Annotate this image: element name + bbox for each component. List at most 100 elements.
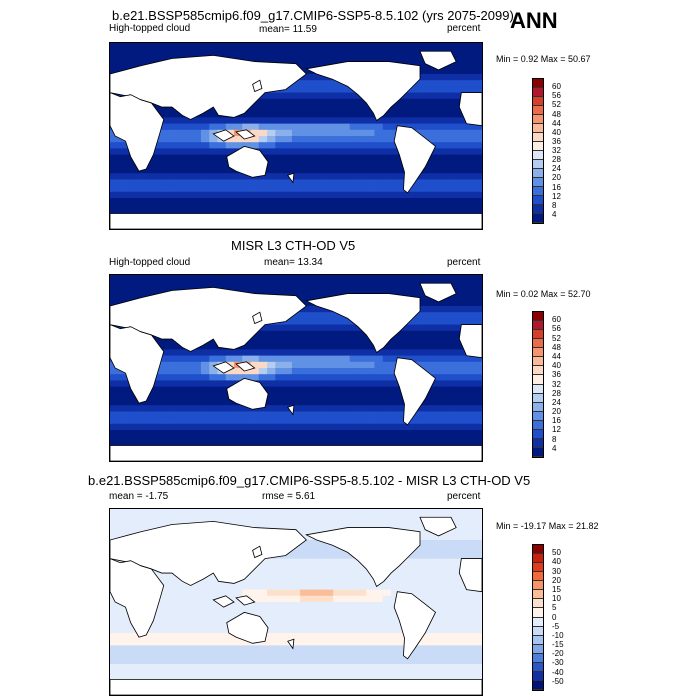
landmass	[212, 595, 235, 608]
units-label: percent	[447, 257, 481, 268]
colorbar-swatch	[533, 106, 543, 115]
landmass	[110, 558, 165, 638]
colorbar-tick-label: 60	[552, 82, 561, 92]
colorbar-swatch	[533, 79, 543, 88]
colorbar-swatch	[533, 115, 543, 124]
colorbar-swatch	[533, 411, 543, 421]
landmass	[393, 125, 437, 194]
colorbar	[532, 544, 544, 691]
colorbar-tick-label: 40	[552, 127, 561, 137]
colorbar-tick-label: 4	[552, 443, 557, 453]
colorbar-tick-label: 48	[552, 109, 561, 119]
colorbar-tick-label: 52	[552, 333, 561, 343]
landmass	[212, 361, 235, 374]
colorbar	[532, 78, 544, 224]
colorbar-swatch	[533, 599, 543, 609]
colorbar-tick-label: 44	[552, 351, 561, 361]
colorbar-tick-label: 50	[552, 548, 561, 558]
landmass	[305, 527, 421, 588]
colorbar-swatch	[533, 545, 543, 555]
colorbar-swatch	[533, 447, 543, 457]
colorbar-tick-label: 44	[552, 118, 561, 128]
colorbar-tick-label: 36	[552, 370, 561, 380]
landmass	[458, 92, 482, 127]
landmass	[419, 50, 457, 71]
colorbar-tick-label: 52	[552, 100, 561, 110]
colorbar-swatch	[533, 312, 543, 322]
colorbar-tick-label: 40	[552, 361, 561, 371]
minmax-stats: Min = 0.02 Max = 52.70	[496, 289, 591, 299]
colorbar-swatch	[533, 196, 543, 205]
left-label: High-topped cloud	[109, 257, 191, 268]
colorbar-swatch	[533, 124, 543, 133]
landmass	[235, 361, 256, 372]
colorbar-tick-label: 24	[552, 397, 561, 407]
colorbar-tick-label: 28	[552, 155, 561, 165]
colorbar-tick-label: 24	[552, 164, 561, 174]
colorbar-tick-label: 56	[552, 324, 561, 334]
map-plot	[109, 42, 483, 230]
landmass	[287, 404, 295, 416]
landmass	[393, 591, 437, 660]
map-field	[110, 43, 482, 229]
colorbar-swatch	[533, 366, 543, 376]
colorbar-tick-label: 48	[552, 342, 561, 352]
colorbar-swatch	[533, 321, 543, 331]
mean-label: mean = -1.75	[109, 491, 169, 502]
colorbar-tick-label: 36	[552, 136, 561, 146]
minmax-stats: Min = -19.17 Max = 21.82	[496, 521, 599, 531]
landmass	[252, 545, 263, 559]
colorbar-swatch	[533, 429, 543, 439]
colorbar-tick-label: 15	[552, 584, 561, 594]
colorbar-swatch	[533, 339, 543, 349]
colorbar-tick-label: 8	[552, 434, 557, 444]
colorbar-tick-label: 12	[552, 425, 561, 435]
colorbar-tick-label: 32	[552, 146, 561, 155]
colorbar-swatch	[533, 169, 543, 178]
colorbar-swatch	[533, 563, 543, 573]
landmass	[110, 92, 165, 172]
colorbar-swatch	[533, 151, 543, 160]
map-plot	[109, 508, 483, 696]
colorbar-swatch	[533, 572, 543, 582]
colorbar-tick-label: 32	[552, 379, 561, 389]
landmass	[419, 282, 457, 303]
colorbar-swatch	[533, 644, 543, 654]
landmass	[110, 213, 482, 229]
panel-title: b.e21.BSSP585cmip6.f09_g17.CMIP6-SSP5-8.…	[112, 8, 514, 23]
colorbar-tick-label: 0	[552, 612, 557, 622]
colorbar-swatch	[533, 671, 543, 681]
colorbar-tick-label: -30	[552, 658, 564, 668]
season-label: ANN	[510, 8, 558, 33]
colorbar-tick-label: 56	[552, 91, 561, 101]
units-label: percent	[447, 491, 481, 502]
colorbar-tick-label: 16	[552, 182, 561, 192]
colorbar-swatch	[533, 348, 543, 358]
colorbar-swatch	[533, 357, 543, 367]
colorbar-tick-label: -5	[552, 621, 560, 631]
colorbar-tick-label: 10	[552, 594, 561, 604]
landmass	[235, 129, 256, 140]
colorbar-tick-label: 5	[552, 603, 557, 613]
colorbar-swatch	[533, 420, 543, 430]
colorbar-tick-label: 30	[552, 566, 561, 576]
colorbar-swatch	[533, 133, 543, 142]
colorbar-tick-label: 8	[552, 200, 557, 210]
colorbar-swatch	[533, 88, 543, 97]
colorbar-tick-label: -10	[552, 630, 564, 640]
colorbar-swatch	[533, 402, 543, 412]
landmass	[110, 445, 482, 461]
panel-title: MISR L3 CTH-OD V5	[231, 238, 356, 253]
colorbar-swatch	[533, 554, 543, 564]
colorbar-swatch	[533, 680, 543, 690]
colorbar-swatch	[533, 97, 543, 106]
colorbar-tick-label: -15	[552, 640, 564, 650]
landmass	[252, 311, 263, 325]
landmass	[287, 172, 295, 184]
colorbar-swatch	[533, 653, 543, 663]
rmse-label: rmse = 5.61	[262, 491, 316, 502]
colorbar-swatch	[533, 187, 543, 196]
colorbar-swatch	[533, 617, 543, 627]
colorbar-swatch	[533, 214, 543, 223]
units-label: percent	[447, 23, 481, 34]
